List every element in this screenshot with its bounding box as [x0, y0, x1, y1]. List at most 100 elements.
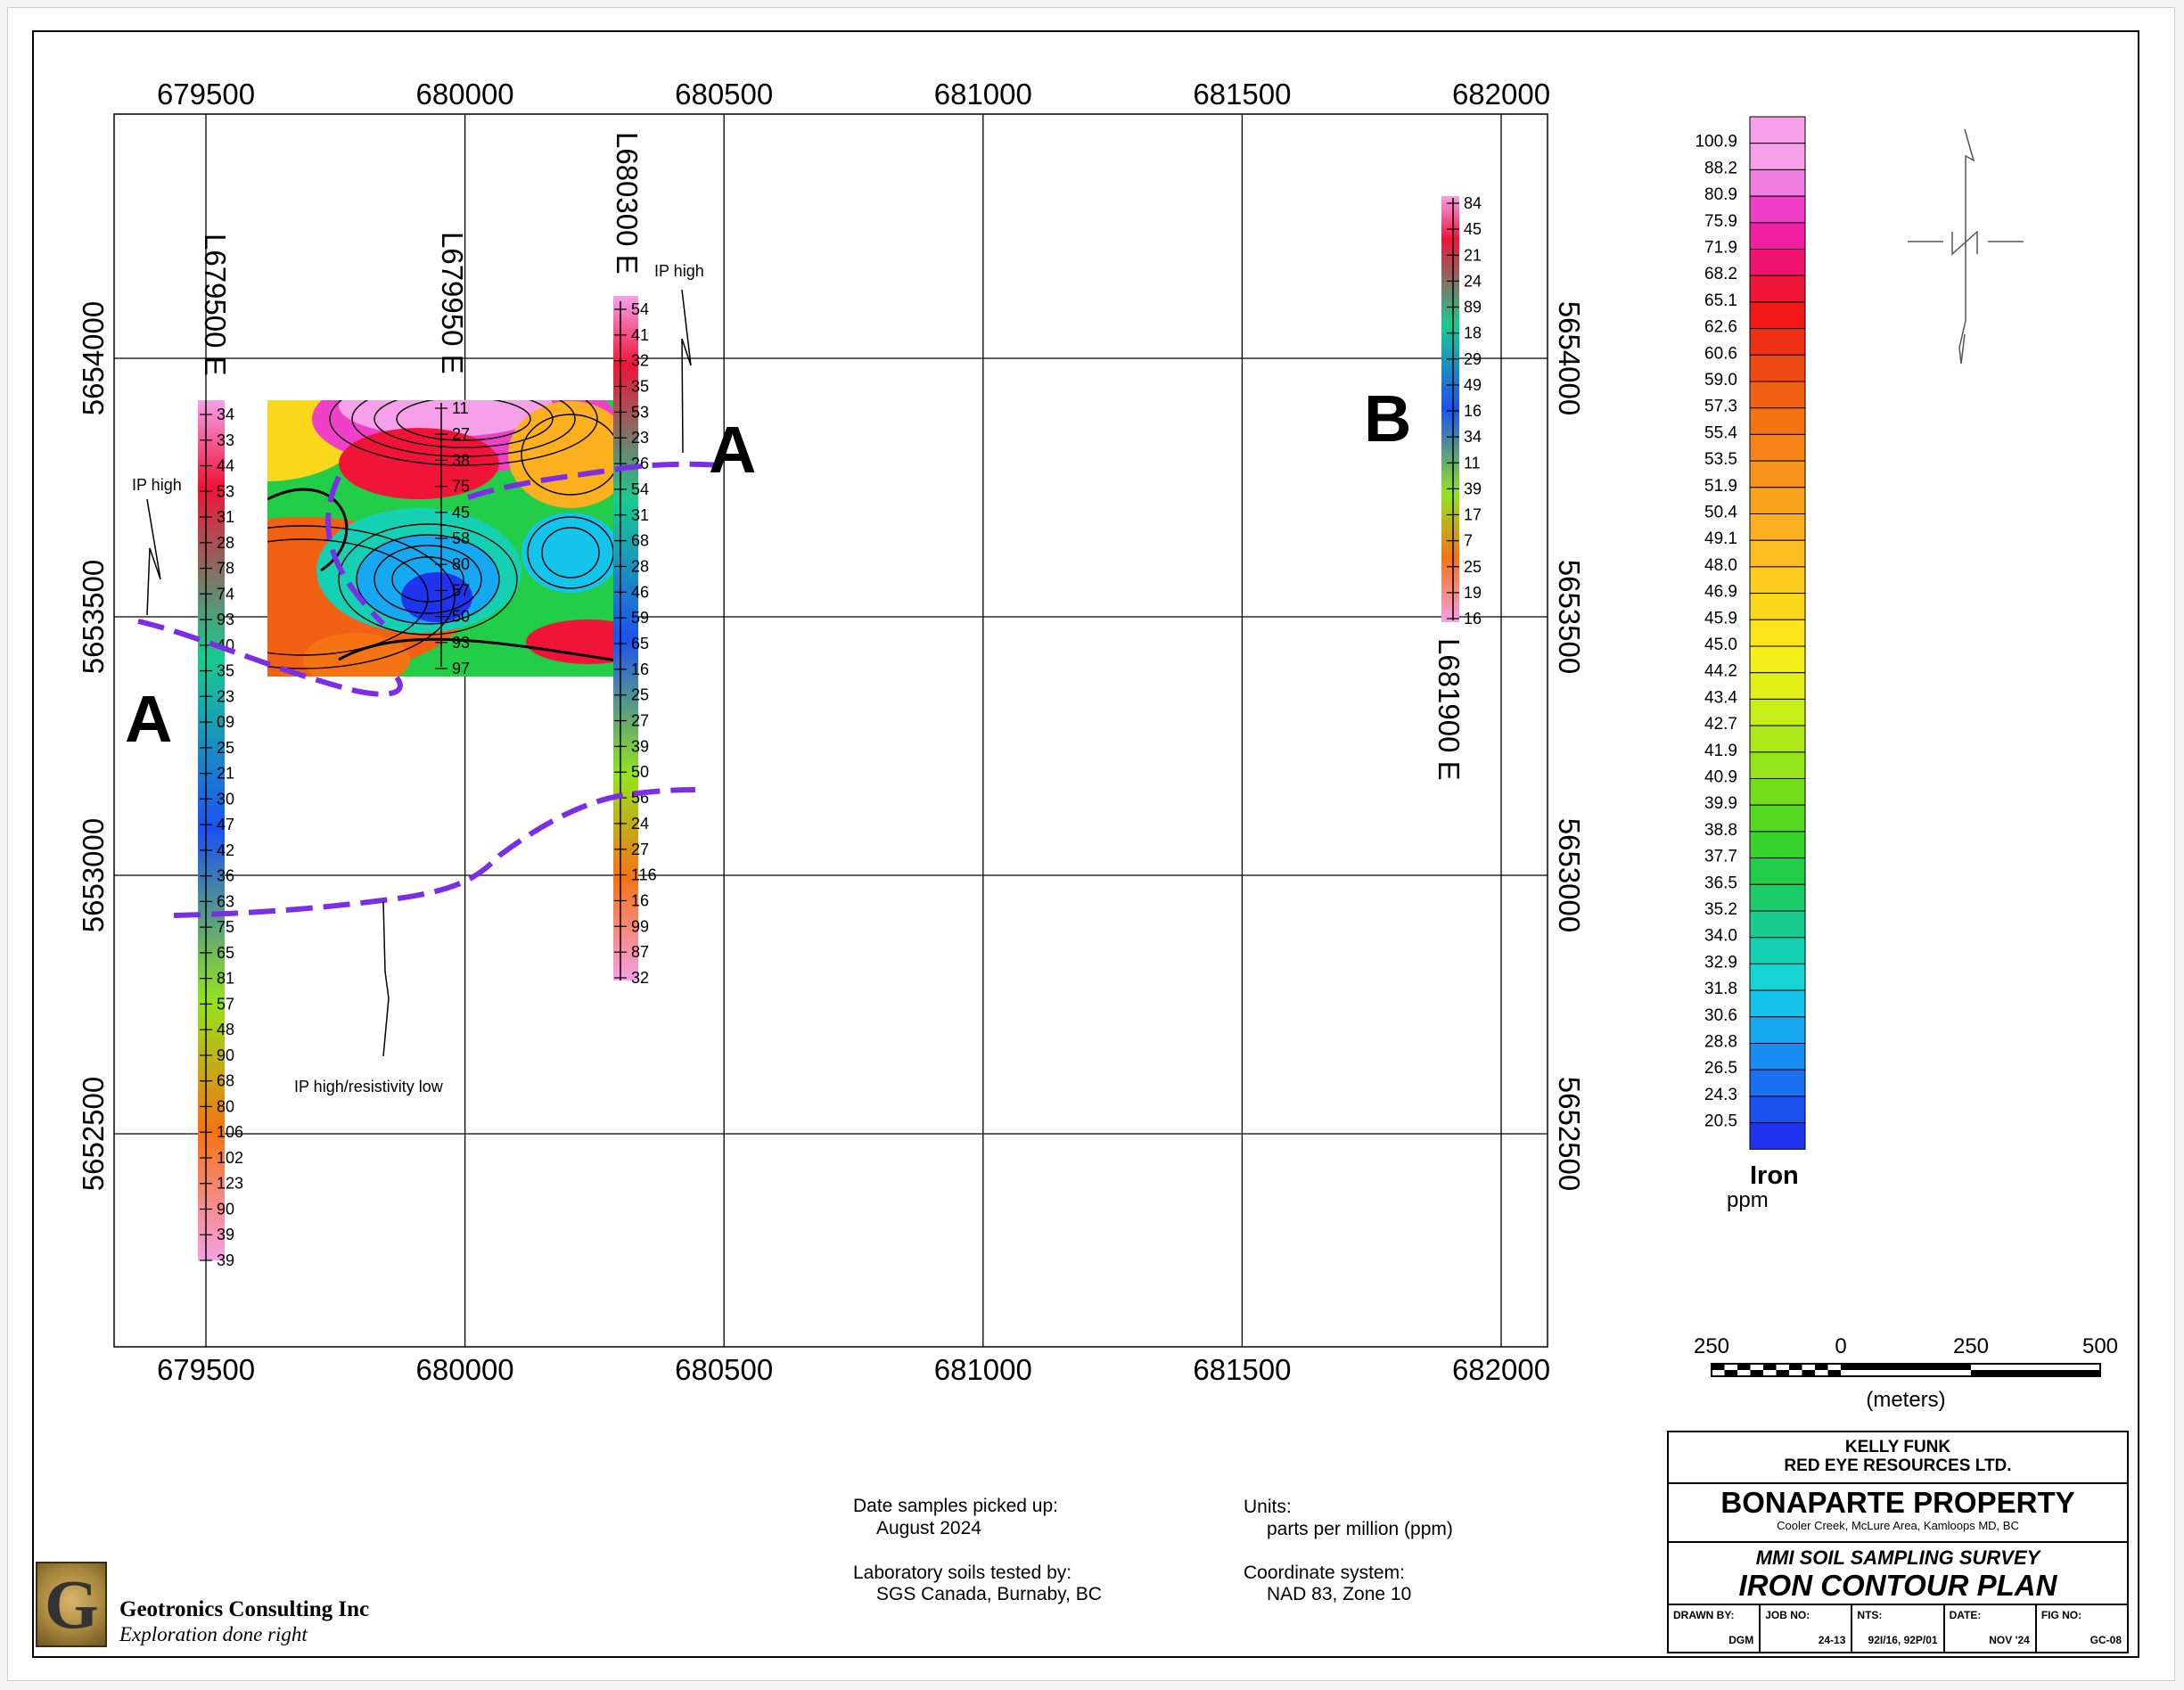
- legend-value: 55.4: [1704, 423, 1737, 442]
- legend-swatch: [1749, 698, 1806, 726]
- sample-value-L680300: 46: [631, 583, 649, 601]
- sample-value-L679500: 48: [217, 1021, 234, 1038]
- sample-value-L681900: 11: [1464, 454, 1481, 472]
- legend-value: 34.0: [1704, 927, 1737, 946]
- sample-value-L680300: 68: [631, 532, 649, 550]
- sample-strip-L680300: [613, 296, 638, 980]
- legend-swatch: [1749, 143, 1806, 170]
- company-name: Geotronics Consulting Inc: [119, 1597, 370, 1621]
- annotation: IP high: [654, 262, 704, 280]
- sample-value-L679500: 30: [217, 790, 234, 808]
- legend-value: 75.9: [1704, 212, 1737, 231]
- fig-no-label: FIG NO:: [2040, 1609, 2082, 1621]
- annotation: IP high/resistivity low: [294, 1078, 444, 1095]
- sample-value-L681900: 21: [1464, 246, 1482, 264]
- sample-value-L679500: 47: [217, 816, 234, 833]
- sample-value-L680300: 35: [631, 378, 649, 396]
- northing-label-left: 5652500: [77, 1077, 110, 1191]
- scale-unit: (meters): [1866, 1388, 1945, 1412]
- legend-value: 40.9: [1704, 768, 1737, 787]
- legend-swatch: [1749, 883, 1806, 912]
- sample-value-L679500: 75: [217, 918, 234, 936]
- zone-label: A: [125, 682, 172, 756]
- drawn-by-value: DGM: [1728, 1634, 1754, 1646]
- company-logo: G: [36, 1562, 107, 1647]
- sample-value-L681900: 24: [1464, 272, 1482, 290]
- legend-unit: ppm: [1727, 1188, 1769, 1212]
- nts-value: 92I/16, 92P/01: [1868, 1634, 1938, 1646]
- plot-frame: [113, 113, 1548, 1348]
- legend-swatch: [1749, 804, 1806, 833]
- legend-swatch: [1749, 301, 1806, 330]
- coord-label: Coordinate system:: [1244, 1563, 1405, 1583]
- legend-value: 57.3: [1704, 398, 1737, 416]
- legend-value: 51.9: [1704, 477, 1737, 496]
- property-name: BONAPARTE PROPERTY: [1720, 1486, 2075, 1519]
- sample-value-L679500: 81: [217, 970, 234, 988]
- sample-value-L679500: 42: [217, 841, 234, 859]
- sample-value-L680300: 39: [631, 737, 649, 755]
- north-arrow-icon: [1908, 128, 2024, 365]
- legend-swatch: [1749, 328, 1806, 356]
- sample-value-L680300: 87: [631, 943, 649, 961]
- drawn-by-label: DRAWN BY:: [1673, 1609, 1735, 1621]
- nts-label: NTS:: [1857, 1609, 1883, 1621]
- legend-swatch: [1749, 168, 1806, 197]
- northing-label-right: 5654000: [1553, 301, 1586, 415]
- sample-value-L679500: 74: [217, 585, 234, 603]
- sample-value-L679950: 11: [452, 399, 469, 417]
- legend-value: 39.9: [1704, 794, 1737, 813]
- annotation-leaders: [146, 289, 692, 1057]
- title-block: KELLY FUNK RED EYE RESOURCES LTD. BONAPA…: [1667, 1431, 2129, 1653]
- easting-label-bottom: 682000: [1452, 1353, 1550, 1386]
- sample-value-L681900: 16: [1464, 402, 1482, 420]
- easting-label-top: 680000: [416, 78, 514, 111]
- legend-swatch: [1749, 249, 1806, 276]
- easting-label-bottom: 679500: [157, 1353, 255, 1386]
- easting-label-bottom: 680000: [416, 1353, 514, 1386]
- lab-label: Laboratory soils tested by:: [853, 1563, 1072, 1583]
- sample-value-L679500: 44: [217, 457, 234, 475]
- legend-value: 28.8: [1704, 1033, 1737, 1052]
- annotation-text: IP high IP high IP high/resistivity low: [132, 262, 704, 1095]
- legend-swatch: [1749, 1016, 1806, 1045]
- legend-value: 26.5: [1704, 1059, 1737, 1078]
- sample-value-L679500: 68: [217, 1072, 234, 1090]
- sample-value-L681900: 34: [1464, 428, 1482, 446]
- sample-value-L680300: 59: [631, 609, 649, 627]
- client-name: KELLY FUNK: [1844, 1438, 1951, 1456]
- legend-swatch: [1749, 725, 1806, 753]
- sample-value-L679500: 39: [217, 1226, 234, 1243]
- easting-label-top: 679500: [157, 78, 255, 111]
- coordinate-grid: [114, 114, 1548, 1347]
- sample-value-L679500: 28: [217, 534, 234, 552]
- ip-trend-lines: [137, 461, 718, 918]
- units-value: parts per million (ppm): [1267, 1519, 1453, 1539]
- sample-value-L681900: 45: [1464, 220, 1482, 238]
- easting-label-bottom: 681500: [1193, 1353, 1291, 1386]
- sample-strip-L679500: [198, 400, 225, 1260]
- sample-value-L679500: 09: [217, 713, 234, 731]
- easting-label-bottom: 680500: [675, 1353, 773, 1386]
- legend-swatch: [1749, 354, 1806, 382]
- units-label: Units:: [1244, 1497, 1292, 1517]
- legend-value: 45.9: [1704, 609, 1737, 628]
- legend-swatch: [1749, 381, 1806, 409]
- iron-legend: 100.9 88.2 80.9 75.9 71.9 68.2 65.1 62.6 60.6 59.…: [1695, 116, 1806, 1212]
- scale-label: 250: [1953, 1334, 1989, 1358]
- northing-label-right: 5653000: [1553, 818, 1586, 932]
- legend-value: 38.8: [1704, 821, 1737, 840]
- legend-value: 36.5: [1704, 874, 1737, 892]
- legend-swatch: [1749, 831, 1806, 859]
- legend-value: 42.7: [1704, 715, 1737, 734]
- sample-value-L679500: 123: [217, 1175, 243, 1193]
- map-sheet: [7, 7, 2175, 1681]
- zone-label: B: [1364, 381, 1411, 455]
- legend-swatch: [1749, 751, 1806, 779]
- legend-swatch: [1749, 910, 1806, 939]
- job-no-label: JOB NO:: [1765, 1609, 1810, 1621]
- sample-value-L679950: 80: [452, 555, 470, 573]
- legend-value: 68.2: [1704, 265, 1737, 283]
- job-no-value: 24-13: [1818, 1634, 1846, 1646]
